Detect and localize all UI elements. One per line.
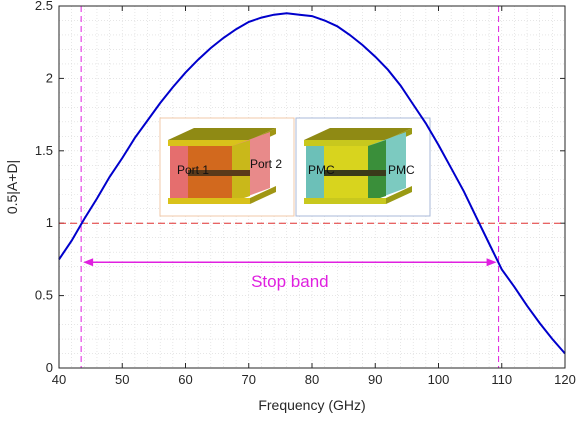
series-layer [58,12,566,355]
y-tick-label: 0 [46,360,53,375]
inset-label-pmc-right: PMC [388,163,415,177]
x-tick-label: 40 [52,372,66,387]
inset-label-pmc-left: PMC [308,163,335,177]
x-tick-label: 90 [368,372,382,387]
y-tick-label: 0.5 [35,288,53,303]
inset-bottom-plate [304,198,386,204]
y-tick-label: 2 [46,70,53,85]
inset-port-structure: Port 1 Port 2 [159,117,295,217]
x-tick-label: 50 [115,372,129,387]
inset-label-port2: Port 2 [250,157,282,171]
inset-bottom-plate [168,198,250,204]
x-tick-label: 120 [554,372,576,387]
inset-bottom-plate-side [250,186,276,204]
series-line [58,12,566,355]
y-tick-label: 1 [46,215,53,230]
y-axis-label: 0.5|A+D| [4,160,20,214]
axes-box [58,5,566,369]
x-tick-label: 60 [178,372,192,387]
inset-top-plate-front [168,140,250,146]
inset-mid-band [324,170,386,176]
stop-band-annotation: Stop band [83,258,497,291]
x-tick-label: 70 [242,372,256,387]
x-axis-label: Frequency (GHz) [258,397,365,413]
y-tick-label: 2.5 [35,0,53,13]
x-tick-label: 100 [428,372,450,387]
x-tick-label: 110 [491,372,512,387]
reference-lines [59,6,565,368]
arrow-right-head [486,258,497,267]
inset-top-plate-front [304,140,386,146]
y-tick-labels: 0 0.5 1 1.5 2 2.5 [35,0,53,375]
inset-top-plate [168,128,276,140]
stop-band-label: Stop band [251,272,329,291]
y-tick-label: 1.5 [35,143,53,158]
inset-pmc-structure: PMC PMC [295,117,431,217]
arrow-left-head [83,258,94,267]
inset-bottom-plate-side [386,186,412,204]
inset-top-plate [304,128,412,140]
x-tick-label: 80 [305,372,319,387]
x-tick-labels: 40 50 60 70 80 90 100 110 120 [52,372,576,387]
inset-mid-band [188,170,250,176]
inset-label-port1: Port 1 [177,163,209,177]
